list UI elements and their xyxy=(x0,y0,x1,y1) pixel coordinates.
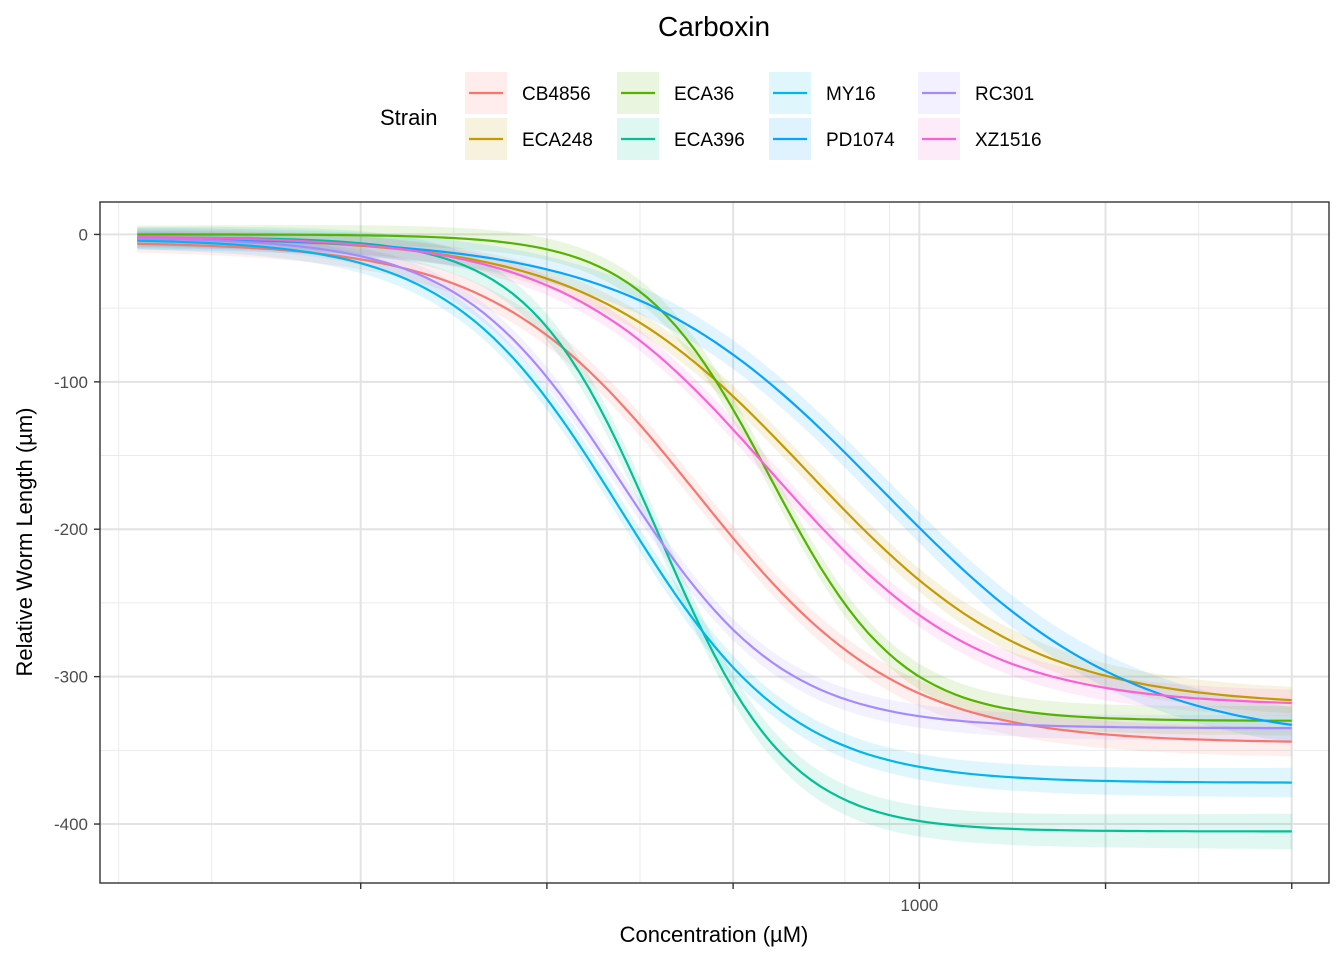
legend-label-XZ1516: XZ1516 xyxy=(975,130,1042,151)
legend: Strain CB4856 ECA248 ECA36 ECA396 MY16 PD1074… xyxy=(380,72,1042,160)
band-PD1074 xyxy=(137,228,1292,743)
y-tick-label: -200 xyxy=(54,520,88,539)
y-tick-label: -300 xyxy=(54,668,88,687)
y-tick-label: -400 xyxy=(54,815,88,834)
legend-label-ECA36: ECA36 xyxy=(674,84,734,105)
legend-label-PD1074: PD1074 xyxy=(826,130,895,151)
x-axis: 1000 xyxy=(359,883,1293,915)
legend-label-ECA396: ECA396 xyxy=(674,130,745,151)
fitted-curves xyxy=(137,233,1292,833)
legend-label-CB4856: CB4856 xyxy=(522,84,591,105)
legend-title: Strain xyxy=(380,105,437,130)
plot-panel xyxy=(100,202,1329,883)
curve-CB4856 xyxy=(137,242,1292,743)
chart-title: Carboxin xyxy=(658,11,770,42)
x-tick-label: 1000 xyxy=(900,896,938,915)
legend-label-RC301: RC301 xyxy=(975,84,1034,105)
minor-gridlines-y xyxy=(100,307,1329,751)
legend-label-ECA248: ECA248 xyxy=(522,130,593,151)
major-gridlines-x xyxy=(359,202,1293,883)
y-tick-label: -100 xyxy=(54,373,88,392)
y-axis: 0 -100 -200 -300 -400 xyxy=(54,225,100,834)
plot-border xyxy=(99,201,1330,884)
legend-label-MY16: MY16 xyxy=(826,84,876,105)
curve-MY16 xyxy=(137,239,1292,784)
minor-gridlines-x xyxy=(118,202,1200,883)
confidence-bands xyxy=(137,225,1292,850)
y-axis-title: Relative Worm Length (µm) xyxy=(12,407,37,676)
curve-XZ1516 xyxy=(137,235,1292,705)
curve-RC301 xyxy=(137,237,1292,730)
curve-ECA396 xyxy=(137,236,1292,833)
curve-ECA36 xyxy=(137,233,1292,722)
y-tick-label: 0 xyxy=(79,225,88,244)
x-axis-title: Concentration (µM) xyxy=(620,922,809,947)
